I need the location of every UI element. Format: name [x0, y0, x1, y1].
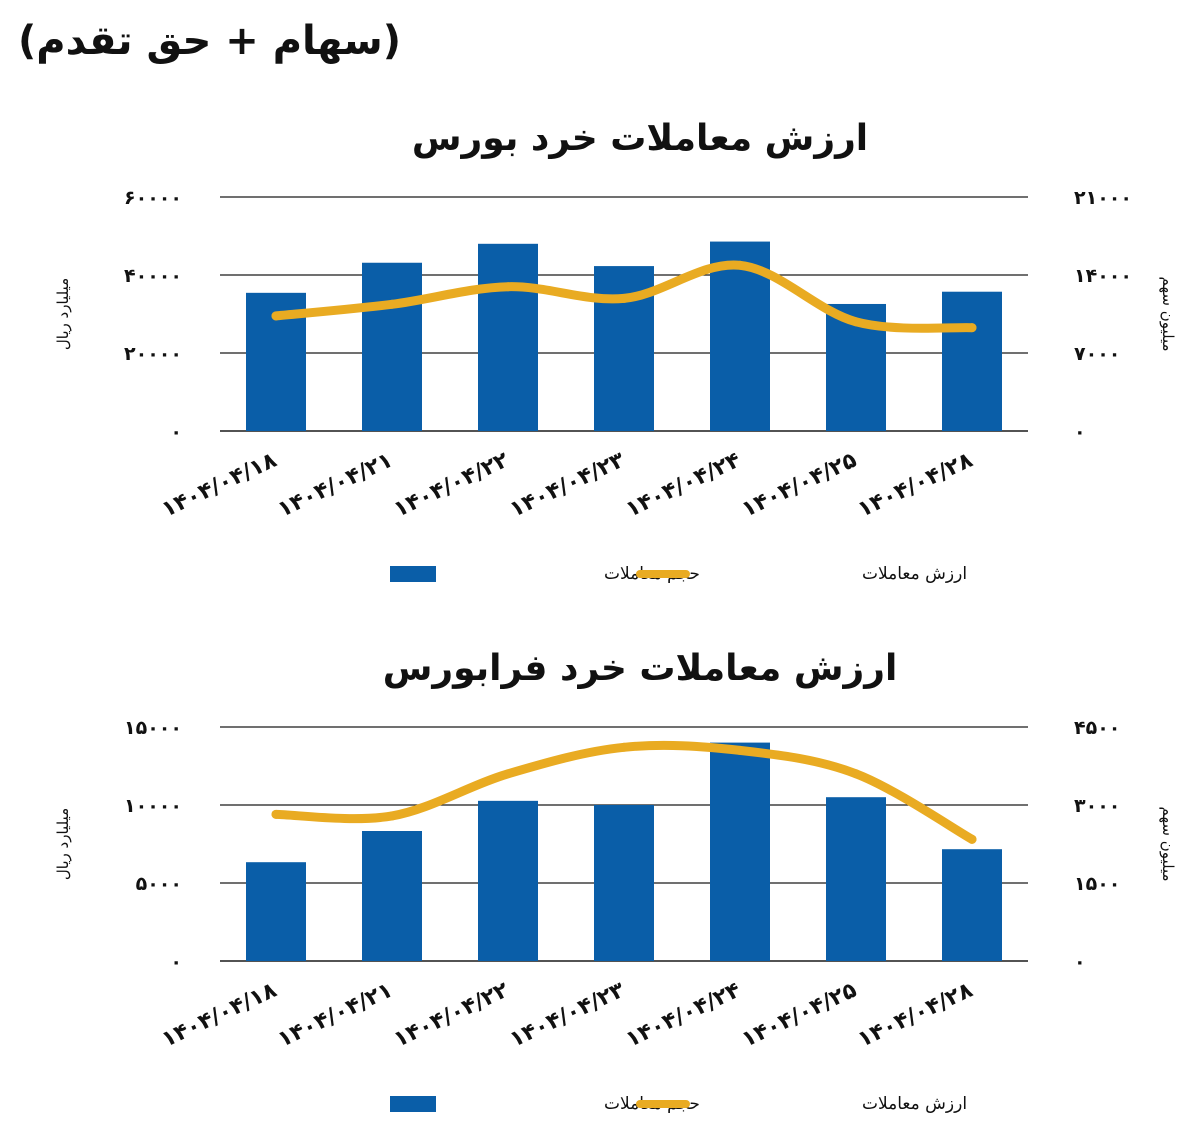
bar	[246, 862, 306, 961]
legend-swatch-bar	[390, 1096, 436, 1112]
y2-axis-label: میلیون سهم	[1159, 806, 1177, 881]
y2-tick-label: ۴۵۰۰	[1074, 717, 1120, 739]
x-tick-label: ۱۴۰۴/۰۴/۲۵	[738, 448, 860, 523]
chart-title: ارزش معاملات خرد بورس	[412, 118, 868, 159]
bar	[478, 243, 538, 431]
y2-tick-label: ۰	[1074, 421, 1086, 443]
line-point	[735, 260, 745, 270]
y2-tick-label: ۱۵۰۰	[1074, 873, 1120, 895]
line-point	[967, 323, 977, 333]
legend-swatch-bar	[390, 566, 436, 582]
x-tick-label: ۱۴۰۴/۰۴/۲۵	[738, 978, 860, 1053]
y-tick-label: ۲۰۰۰۰	[124, 343, 182, 365]
bar	[942, 291, 1002, 431]
line-point	[619, 742, 629, 752]
x-tick-label: ۱۴۰۴/۰۴/۲۲	[390, 448, 513, 523]
y-tick-label: ۴۰۰۰۰	[124, 265, 182, 287]
bar	[942, 849, 1002, 961]
line-point	[735, 745, 745, 755]
x-tick-label: ۱۴۰۴/۰۴/۱۸	[158, 978, 281, 1053]
line-point	[271, 311, 281, 321]
y-tick-label: ۰	[170, 951, 182, 973]
bar	[478, 800, 538, 961]
y2-axis-label: میلیون سهم	[1159, 276, 1177, 351]
line-point	[851, 769, 861, 779]
legend-label-line: ارزش معاملات	[862, 564, 967, 584]
x-tick-label: ۱۴۰۴/۰۴/۲۳	[506, 448, 629, 523]
y-tick-label: ۰	[170, 421, 182, 443]
bar	[362, 831, 422, 961]
x-tick-label: ۱۴۰۴/۰۴/۲۸	[854, 448, 977, 523]
y2-tick-label: ۳۰۰۰	[1074, 795, 1120, 817]
x-tick-label: ۱۴۰۴/۰۴/۲۲	[390, 978, 513, 1053]
x-tick-label: ۱۴۰۴/۰۴/۲۱	[274, 448, 396, 523]
bar	[826, 797, 886, 961]
line-point	[851, 317, 861, 327]
line-point	[387, 811, 397, 821]
x-tick-label: ۱۴۰۴/۰۴/۲۸	[854, 978, 977, 1053]
line-point	[503, 769, 513, 779]
y2-tick-label: ۱۴۰۰۰	[1074, 265, 1132, 287]
y-tick-label: ۶۰۰۰۰	[124, 187, 182, 209]
x-tick-label: ۱۴۰۴/۰۴/۱۸	[158, 448, 281, 523]
bar	[594, 805, 654, 961]
line-point	[503, 282, 513, 292]
y-axis-label: میلیارد ریال	[54, 278, 72, 350]
y2-tick-label: ۲۱۰۰۰	[1074, 187, 1132, 209]
chart-title: ارزش معاملات خرد فرابورس	[383, 648, 898, 689]
page-heading: (سهام + حق تقدم)	[18, 18, 402, 64]
line-point	[619, 293, 629, 303]
bar	[710, 742, 770, 961]
y-tick-label: ۵۰۰۰	[136, 873, 182, 895]
y-tick-label: ۱۰۰۰۰	[124, 795, 182, 817]
y-axis-label: میلیارد ریال	[54, 808, 72, 880]
chart-retail-farabourse: ارزش معاملات خرد فرابورس ۰ ۰ ۵۰۰۰ ۱۵۰۰ ۱۰۰۰۰ ۳…	[54, 648, 1177, 1114]
line-point	[271, 809, 281, 819]
y2-tick-label: ۷۰۰۰	[1074, 343, 1120, 365]
x-tick-label: ۱۴۰۴/۰۴/۲۴	[622, 978, 744, 1053]
line-point	[387, 299, 397, 309]
chart-retail-bourse: ارزش معاملات خرد بورس ۰ ۰ ۲۰۰۰۰ ۷۰۰۰ ۴۰۰۰۰ ۱۴۰…	[54, 118, 1177, 584]
x-tick-label: ۱۴۰۴/۰۴/۲۳	[506, 978, 629, 1053]
bar	[362, 262, 422, 431]
y-tick-label: ۱۵۰۰۰	[124, 717, 182, 739]
x-tick-label: ۱۴۰۴/۰۴/۲۴	[622, 448, 744, 523]
line-point	[967, 834, 977, 844]
legend-label-line: ارزش معاملات	[862, 1094, 967, 1114]
x-tick-label: ۱۴۰۴/۰۴/۲۱	[274, 978, 396, 1053]
y2-tick-label: ۰	[1074, 951, 1086, 973]
